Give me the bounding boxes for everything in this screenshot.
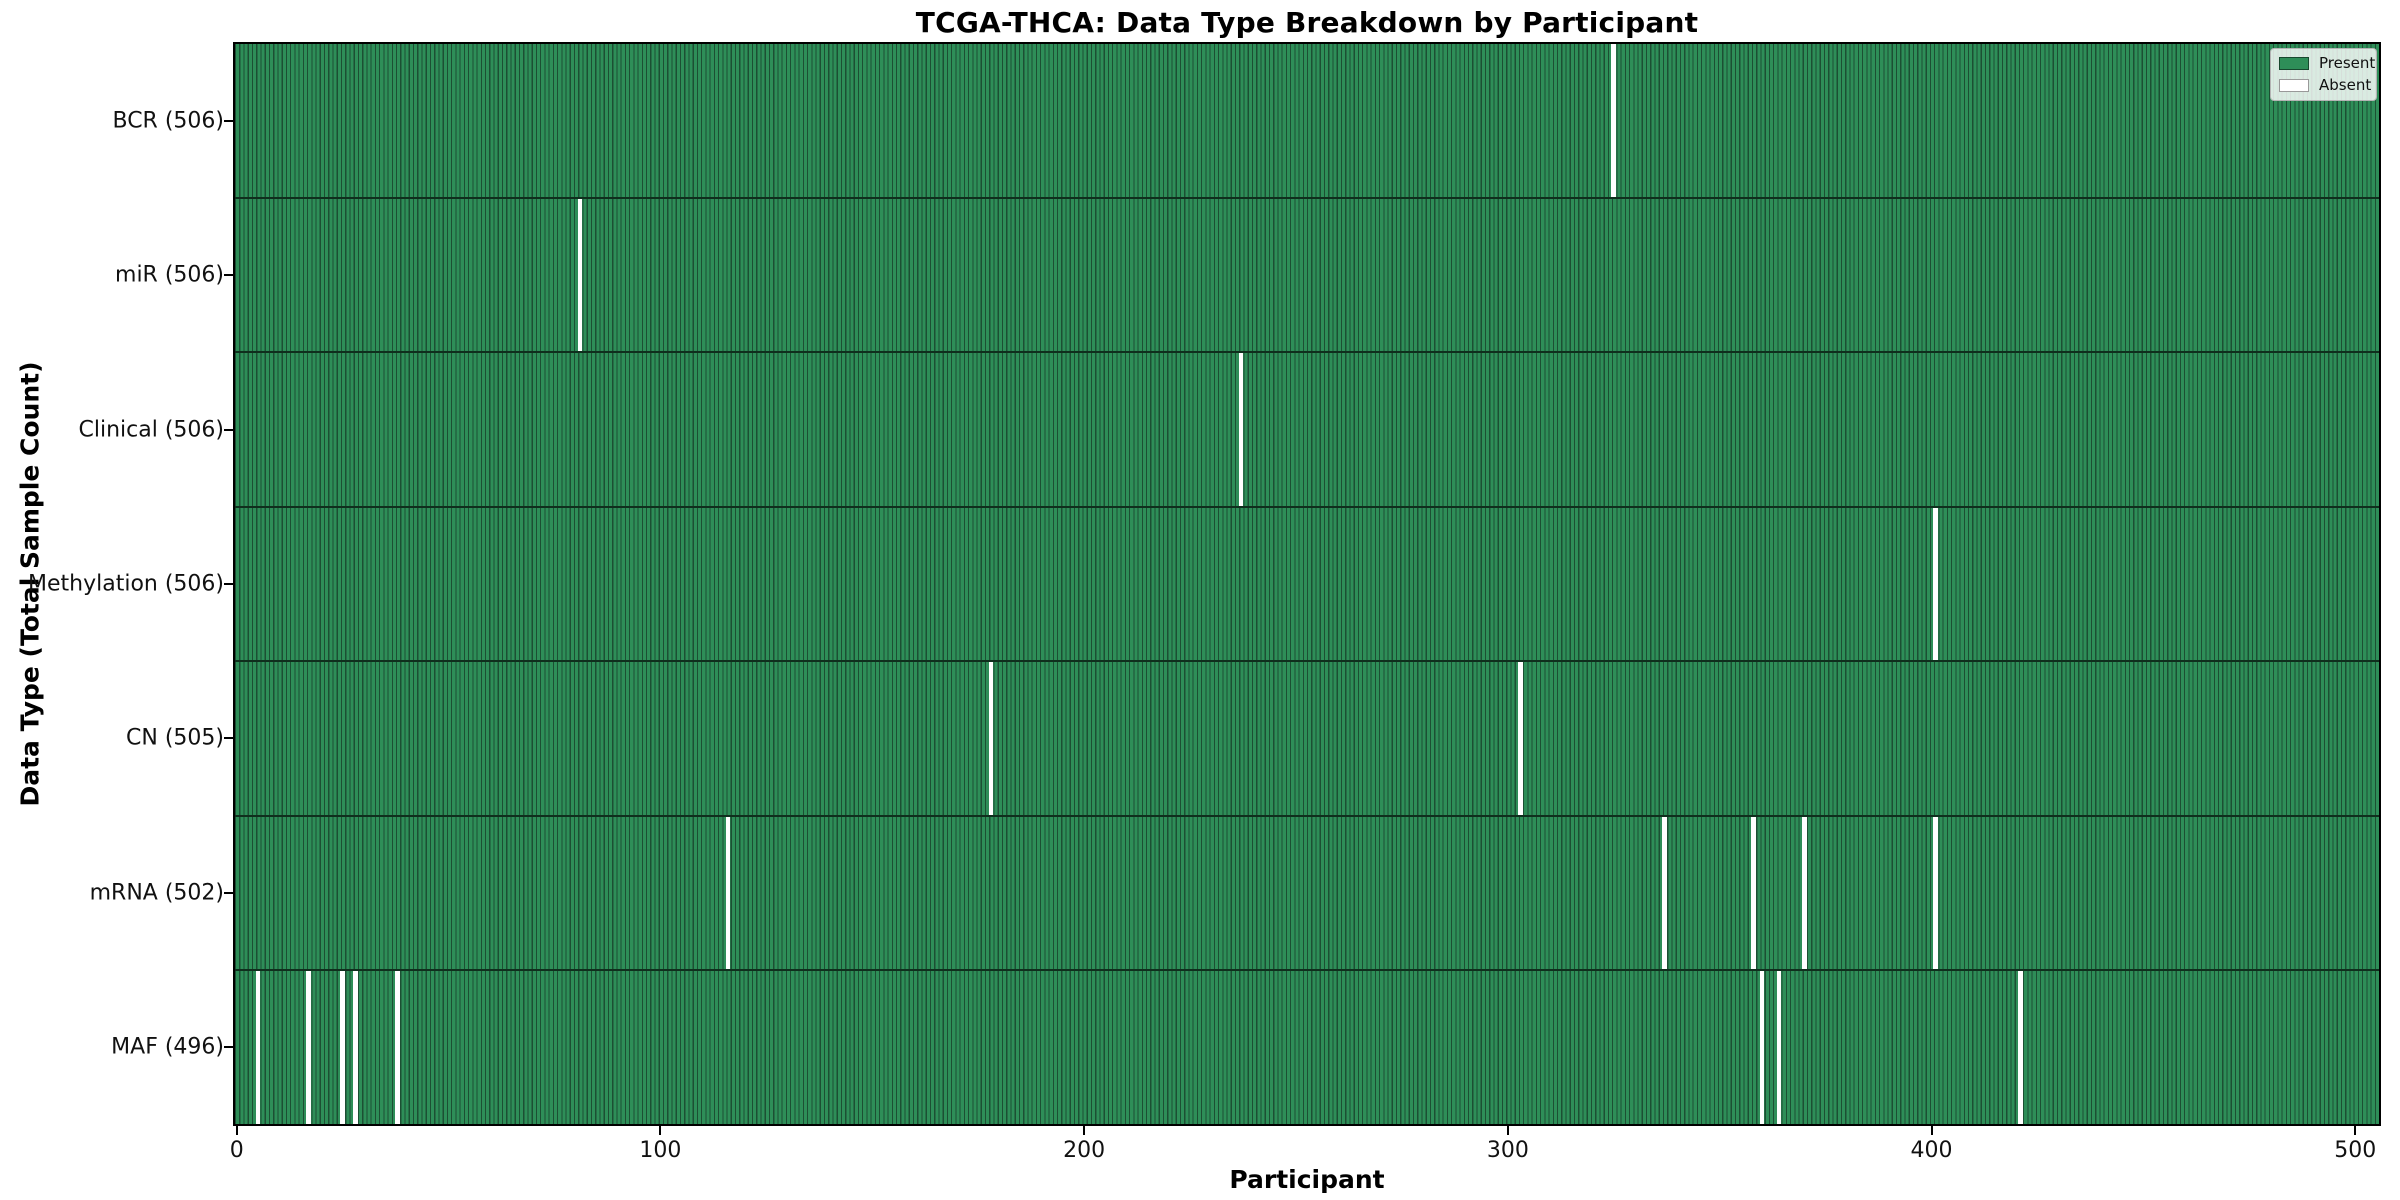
data-row-bcr <box>235 44 2379 197</box>
x-tick-label-400: 400 <box>1910 1138 1953 1163</box>
x-tick-label-0: 0 <box>229 1138 244 1163</box>
x-tick-label-100: 100 <box>639 1138 682 1163</box>
absent-gap <box>395 971 400 1125</box>
y-tick-label-mir: miR (506) <box>115 262 224 288</box>
data-row-clinical <box>235 351 2379 506</box>
absent-gap <box>255 971 261 1125</box>
absent-gap <box>1776 971 1782 1125</box>
x-tick-mark <box>1930 1126 1933 1135</box>
y-tick-label-maf: MAF (496) <box>111 1034 224 1060</box>
y-tick-label-cn: CN (505) <box>126 725 224 751</box>
x-tick-mark <box>2354 1126 2357 1135</box>
y-tick-mark <box>224 583 233 585</box>
absent-gap <box>1611 44 1617 197</box>
absent-gap <box>1518 662 1523 815</box>
legend-label-absent: Absent <box>2319 76 2372 94</box>
x-tick-label-300: 300 <box>1486 1138 1529 1163</box>
plot-area <box>233 42 2381 1126</box>
x-axis-label: Participant <box>1229 1165 1385 1194</box>
absent-gap <box>1759 971 1765 1125</box>
data-row-methylation <box>235 505 2379 661</box>
y-tick-label-mrna: mRNA (502) <box>89 880 224 906</box>
y-tick-label-bcr: BCR (506) <box>112 108 224 134</box>
absent-gap <box>1933 816 1939 970</box>
legend-entry-present: Present <box>2279 56 2375 71</box>
y-tick-label-methylation: Methylation (506) <box>28 571 224 597</box>
absent-gap <box>725 816 731 970</box>
absent-gap <box>1662 816 1667 970</box>
data-row-maf <box>235 969 2379 1125</box>
x-tick-mark <box>235 1126 238 1135</box>
absent-gap <box>1802 816 1807 970</box>
legend-label-present: Present <box>2319 54 2376 72</box>
y-tick-mark <box>224 120 233 123</box>
data-row-mrna <box>235 814 2379 970</box>
absent-gap <box>1751 816 1756 970</box>
x-tick-label-200: 200 <box>1063 1138 1106 1163</box>
absent-gap <box>306 971 312 1125</box>
x-tick-mark <box>1083 1126 1086 1135</box>
legend: Present Absent <box>2270 48 2377 101</box>
x-tick-mark <box>659 1126 662 1135</box>
absent-gap <box>340 971 345 1125</box>
data-row-mir <box>235 196 2379 352</box>
y-tick-label-clinical: Clinical (506) <box>78 417 224 443</box>
x-tick-label-500: 500 <box>2334 1138 2377 1163</box>
absent-gap <box>353 971 358 1125</box>
y-tick-mark <box>224 428 233 431</box>
x-tick-mark <box>1506 1126 1509 1135</box>
absent-swatch <box>2279 79 2309 92</box>
absent-gap <box>1933 507 1939 661</box>
y-tick-mark <box>224 1045 233 1048</box>
absent-gap <box>988 662 994 815</box>
absent-gap <box>577 198 583 352</box>
chart-title: TCGA-THCA: Data Type Breakdown by Partic… <box>915 6 1699 39</box>
y-tick-mark <box>224 891 233 894</box>
y-tick-mark <box>224 274 233 277</box>
data-row-cn <box>235 660 2379 815</box>
absent-gap <box>2018 971 2023 1125</box>
absent-gap <box>1238 353 1244 506</box>
present-swatch <box>2279 57 2309 70</box>
legend-entry-absent: Absent <box>2279 78 2371 93</box>
y-tick-mark <box>224 737 233 740</box>
